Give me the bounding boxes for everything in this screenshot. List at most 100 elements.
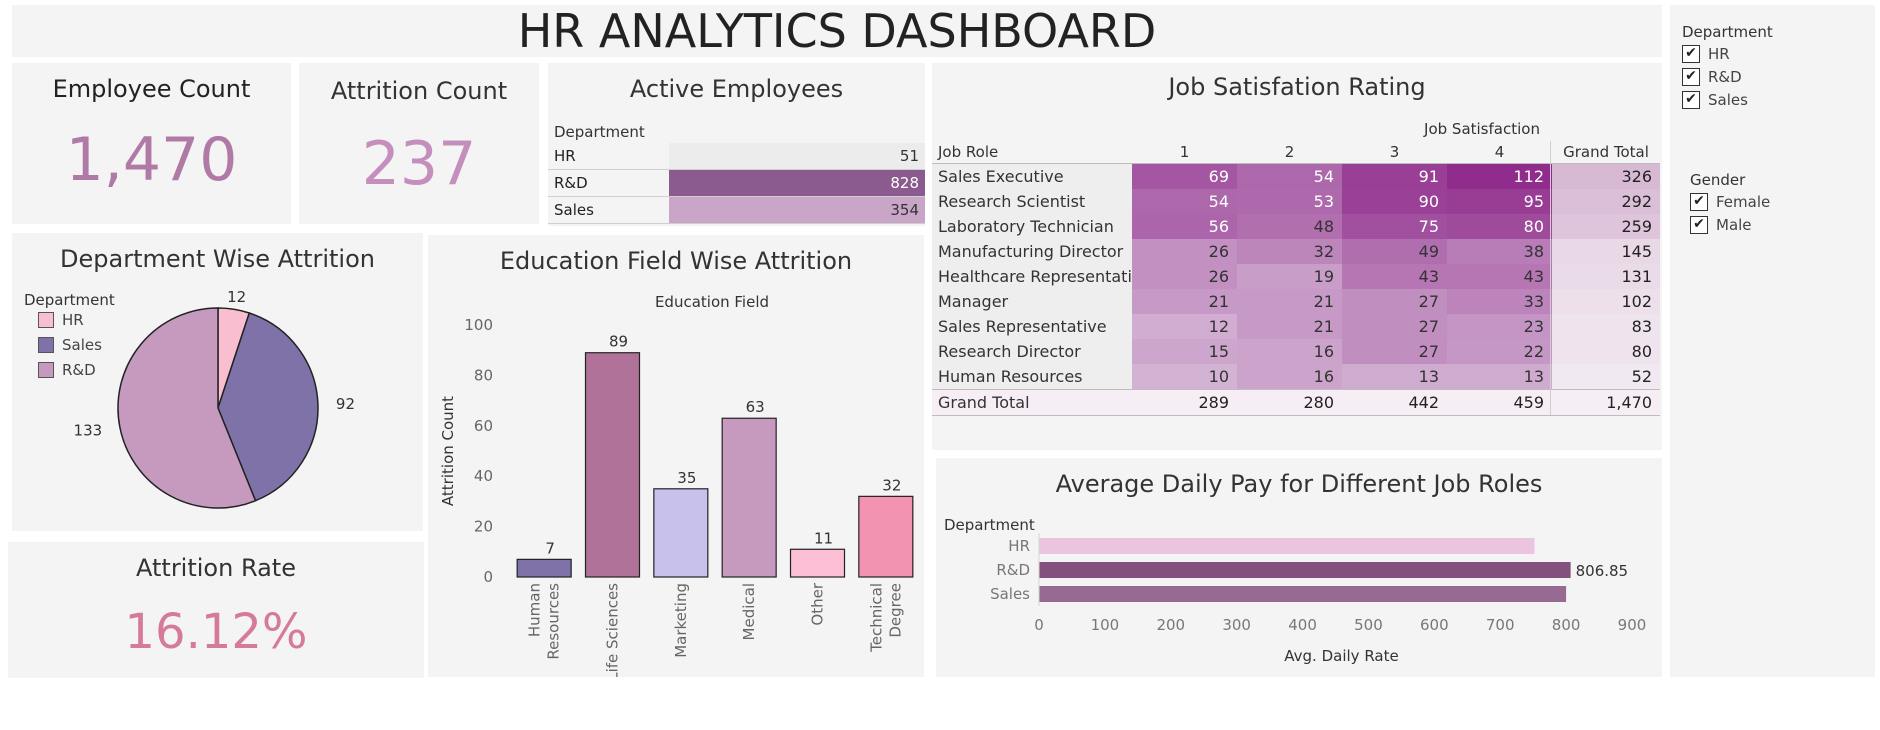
chart-subtitle: Education Field — [655, 293, 769, 311]
heatmap-cell: 13 — [1447, 364, 1552, 389]
active-employees-panel: Active Employees Department HR 51 R&D 828 Sa… — [548, 63, 925, 226]
department-filter-label: Department — [1682, 23, 1773, 41]
bar-data-label: 32 — [882, 476, 901, 494]
bar — [1039, 562, 1571, 578]
kpi-value: 1,470 — [65, 125, 238, 195]
x-tick-label: 300 — [1222, 616, 1251, 634]
heatmap-cell: 13 — [1342, 364, 1447, 389]
checkbox[interactable]: ✔ — [1690, 216, 1708, 234]
pie-data-label: 12 — [227, 288, 246, 306]
x-tick-label: 500 — [1354, 616, 1383, 634]
grand-total-row-bg — [932, 390, 1660, 415]
filter-option-label: Male — [1716, 216, 1752, 234]
x-tick-label: 800 — [1552, 616, 1581, 634]
table-row-bar — [669, 197, 925, 223]
legend-swatch — [38, 312, 54, 328]
x-axis-label: Avg. Daily Rate — [1284, 647, 1398, 665]
checkbox[interactable]: ✔ — [1682, 68, 1700, 86]
x-tick-label: 100 — [1091, 616, 1120, 634]
row-label-bg — [932, 214, 1132, 239]
row-total-cell: 259 — [1552, 214, 1660, 239]
column-header: 3 — [1389, 143, 1400, 161]
heatmap-cell: 12 — [1132, 314, 1237, 339]
heatmap-cell: 22 — [1447, 339, 1552, 364]
x-tick-label: Medical — [740, 583, 758, 640]
job-role-label: Sales Executive — [938, 167, 1064, 186]
heatmap-cell: 21 — [1132, 289, 1237, 314]
row-label-bg — [932, 164, 1132, 189]
bar — [516, 558, 572, 578]
heatmap-cell: 27 — [1342, 339, 1447, 364]
table-divider — [932, 163, 1660, 164]
bar — [721, 417, 777, 578]
legend-title: Department — [944, 516, 1035, 534]
heatmap-cell: 43 — [1342, 264, 1447, 289]
row-total-cell: 80 — [1552, 339, 1660, 364]
x-tick-label: 0 — [1034, 616, 1044, 634]
filter-option-label: R&D — [1708, 68, 1742, 86]
grand-total-cell: 442 — [1408, 393, 1439, 412]
kpi-attrition-rate: Attrition Rate 16.12% — [8, 542, 424, 678]
heatmap-cell: 33 — [1447, 289, 1552, 314]
pie-data-label: 133 — [74, 422, 103, 440]
job-satisfaction-table: Job Role 1 2 3 4 Grand Total Sales Executive 69… — [932, 141, 1662, 441]
heatmap-cell: 56 — [1132, 214, 1237, 239]
y-axis-label: Attrition Count — [439, 396, 457, 506]
table-divider — [548, 196, 925, 197]
heatmap-cell: 16 — [1237, 364, 1342, 389]
daily-pay-panel: Average Daily Pay for Different Job Role… — [936, 458, 1662, 677]
heatmap-cell: 90 — [1342, 189, 1447, 214]
checkbox[interactable]: ✔ — [1682, 45, 1700, 63]
education-attrition-panel: Education Field Wise Attrition Education… — [428, 235, 924, 677]
x-tick-label: Technical — [867, 583, 885, 653]
heatmap-cell: 19 — [1237, 264, 1342, 289]
heatmap-cell: 43 — [1447, 264, 1552, 289]
kpi-label: Employee Count — [52, 75, 251, 103]
pie-slice — [117, 307, 257, 509]
table-row-label: Sales — [554, 201, 594, 219]
column-group-header: Job Satisfaction — [1424, 120, 1540, 138]
y-category-label: Sales — [990, 585, 1030, 603]
table-divider — [1550, 141, 1551, 415]
bar-data-label: 63 — [746, 398, 765, 416]
column-header: 1 — [1179, 143, 1190, 161]
row-label-bg — [932, 189, 1132, 214]
pie-slice — [217, 312, 319, 502]
heatmap-cell: 21 — [1237, 289, 1342, 314]
job-role-label: Manufacturing Director — [938, 242, 1124, 261]
grand-total-cell: 289 — [1198, 393, 1229, 412]
legend-swatch — [38, 337, 54, 353]
row-total-cell: 326 — [1552, 164, 1660, 189]
row-label-bg — [932, 239, 1132, 264]
row-header: Job Role — [938, 143, 999, 161]
legend-label: HR — [62, 311, 84, 329]
grand-total-cell: 459 — [1513, 393, 1544, 412]
checkbox[interactable]: ✔ — [1690, 193, 1708, 211]
table-row-label: R&D — [554, 174, 588, 192]
kpi-attrition-count: Attrition Count 237 — [299, 63, 539, 224]
bar-data-label: 806.85 — [1576, 562, 1629, 580]
row-label-bg — [932, 339, 1132, 364]
x-tick-label: 200 — [1156, 616, 1185, 634]
grand-total-cell: 280 — [1303, 393, 1334, 412]
x-tick-label: 900 — [1618, 616, 1647, 634]
education-bar-chart: Education Field Attrition Count 0 20 40 60 80 1… — [439, 293, 914, 677]
y-tick-label: 20 — [474, 518, 493, 536]
column-header: 2 — [1284, 143, 1295, 161]
heatmap-cell: 16 — [1237, 339, 1342, 364]
heatmap-cell: 54 — [1237, 164, 1342, 189]
panel-title: Active Employees — [629, 75, 844, 103]
heatmap-cell: 75 — [1342, 214, 1447, 239]
grand-total-label: Grand Total — [938, 393, 1030, 412]
table-row-bar — [669, 170, 925, 196]
column-header: Department — [554, 123, 645, 141]
checkbox[interactable]: ✔ — [1682, 91, 1700, 109]
filter-option-label: Female — [1716, 193, 1771, 211]
heatmap-cell: 21 — [1237, 314, 1342, 339]
job-satisfaction-panel: Job Satisfation Rating Job Satisfaction … — [932, 63, 1662, 450]
x-tick-label: Degree — [886, 583, 904, 638]
bar — [1039, 586, 1567, 602]
heatmap-cell: 26 — [1132, 239, 1237, 264]
y-tick-label: 60 — [474, 417, 493, 435]
x-tick-label: Human — [526, 583, 544, 637]
